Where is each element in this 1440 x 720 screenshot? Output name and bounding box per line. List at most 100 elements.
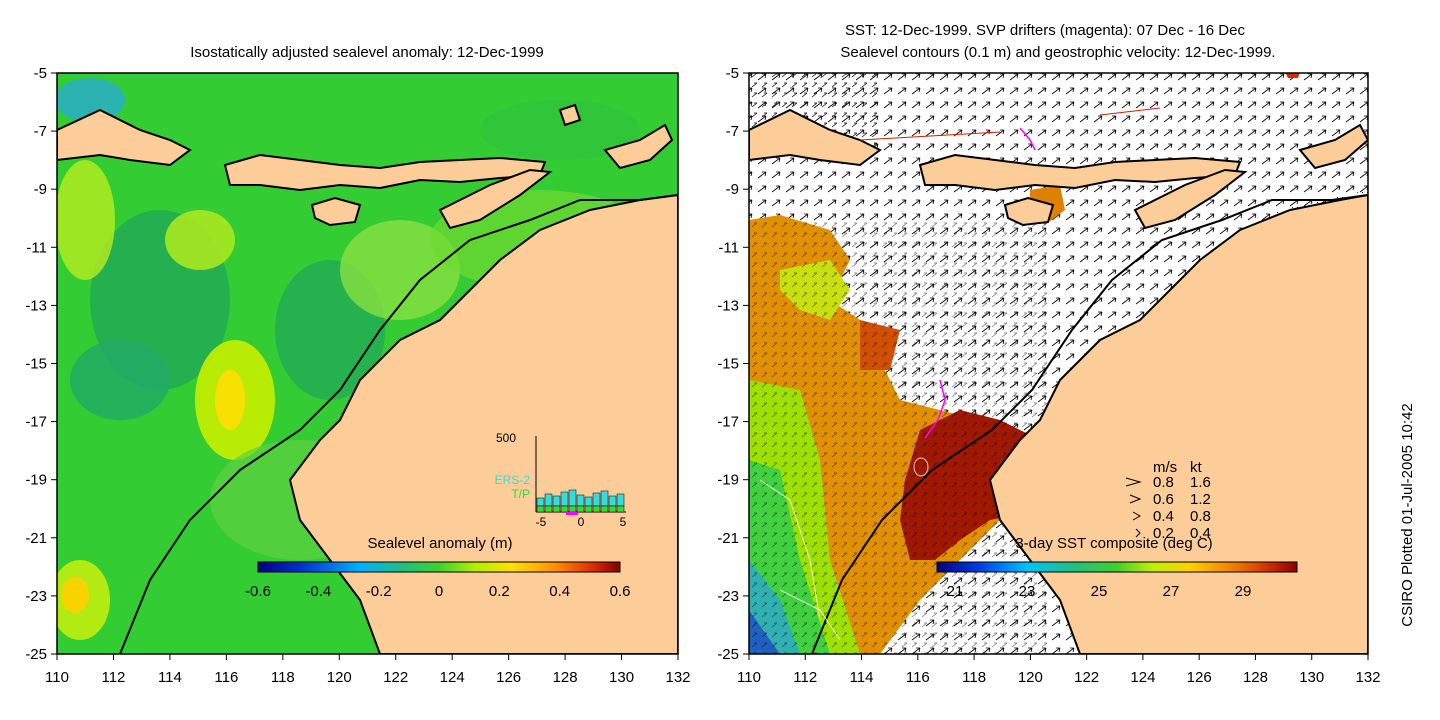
velocity-legend-arrow — [1135, 528, 1141, 538]
lon-tick-label: 130 — [1299, 669, 1324, 686]
velocity-legend-header-kt: kt — [1190, 459, 1203, 476]
inset-bar-ers2 — [600, 490, 609, 507]
inset-bar-tp — [576, 505, 585, 513]
right-colorbar — [936, 561, 1298, 573]
lon-tick-label: 122 — [1074, 669, 1099, 686]
lon-tick-label: 120 — [327, 669, 352, 686]
right-map — [749, 73, 1368, 654]
lon-tick-label: 126 — [496, 669, 521, 686]
right-colorbar-label: 3-day SST composite (deg C) — [1015, 535, 1212, 552]
velocity-legend-ms: 0.2 — [1153, 525, 1174, 542]
left-map — [57, 73, 678, 654]
colorbar-tick-label: 27 — [1163, 583, 1180, 600]
inset-max-label: 500 — [496, 431, 516, 445]
colorbar-tick-label: 25 — [1091, 583, 1108, 600]
velocity-overlay — [749, 220, 1049, 654]
velocity-legend-kt: 0.8 — [1190, 508, 1211, 525]
left-lat-axis: -5 -7 -9 -11 -13 -15 -17 -19 -21 -23 -25 — [25, 65, 57, 663]
lat-tick-label: -25 — [25, 646, 47, 663]
lat-tick-label: -17 — [25, 414, 47, 431]
right-panel-title-line1: SST: 12-Dec-1999. SVP drifters (magenta)… — [845, 22, 1245, 39]
velocity-legend: m/s kt 0.8 1.60.6 1.20.4 0.80.2 0.4 — [1125, 459, 1211, 542]
lat-tick-label: -11 — [26, 239, 47, 256]
colorbar-tick-label: -0.6 — [245, 583, 271, 600]
lon-tick-label: 128 — [553, 669, 578, 686]
colorbar-tick-label: 29 — [1235, 583, 1252, 600]
inset-legend-tp: T/P — [511, 487, 530, 501]
left-colorbar-label: Sealevel anomaly (m) — [367, 535, 512, 552]
inset-bar-tp — [552, 505, 561, 513]
inset-bar-ers2 — [576, 494, 585, 507]
inset-bar-tp — [592, 505, 601, 513]
right-shelf-contour — [811, 194, 1368, 654]
right-panel-title-line2: Sealevel contours (0.1 m) and geostrophi… — [840, 44, 1275, 61]
colorbar-tick-label: -0.2 — [366, 583, 392, 600]
lat-tick-label: -15 — [25, 356, 47, 373]
right-colorbar-ticks: 21 23 25 27 29 — [947, 583, 1252, 600]
lat-tick-label: -25 — [717, 646, 739, 663]
left-panel-title: Isostatically adjusted sealevel anomaly:… — [190, 44, 544, 61]
left-shelf-contour — [119, 194, 678, 654]
inset-x-ticks: -5 0 5 — [536, 515, 627, 529]
inset-bars — [536, 489, 625, 513]
lat-tick-label: -19 — [25, 472, 47, 489]
lon-tick-label: 110 — [45, 669, 69, 686]
lon-tick-label: 124 — [1130, 669, 1155, 686]
lon-tick-label: 120 — [1018, 669, 1043, 686]
lat-tick-label: -21 — [717, 530, 739, 547]
inset-x-tick-label: -5 — [536, 515, 547, 529]
velocity-legend-header-ms: m/s — [1153, 459, 1177, 476]
lat-tick-label: -23 — [25, 588, 47, 605]
velocity-legend-arrow — [1132, 511, 1142, 521]
inset-bar-ers2 — [560, 491, 569, 507]
lat-tick-label: -7 — [726, 123, 739, 140]
lat-tick-label: -19 — [717, 472, 739, 489]
lon-tick-label: 114 — [158, 669, 182, 686]
colorbar-tick-label: 0 — [435, 583, 443, 600]
colorbar-tick-label: 21 — [947, 583, 964, 600]
lat-tick-label: -5 — [34, 65, 47, 82]
right-lon-axis: 110 112 114 116 118 120 122 124 126 128 130 132 — [737, 654, 1381, 686]
colorbar-tick-label: 23 — [1019, 583, 1036, 600]
inset-bar-tp — [536, 505, 545, 513]
svp-drifter-tracks — [924, 127, 1036, 439]
inset-bar-tp — [560, 505, 569, 513]
lat-tick-label: -15 — [717, 356, 739, 373]
velocity-legend-kt: 0.4 — [1190, 525, 1211, 542]
inset-bar-ers2 — [536, 497, 545, 507]
sealevel-contours — [759, 457, 929, 641]
lon-tick-label: 128 — [1243, 669, 1268, 686]
left-lon-axis: 110 112 114 116 118 120 122 124 126 128 130 132 — [45, 654, 691, 686]
inset-x-tick-label: 0 — [578, 515, 585, 529]
inset-histogram: 500 ERS-2 T/P -5 0 5 — [495, 431, 627, 529]
lat-tick-label: -13 — [717, 297, 739, 314]
colorbar-tick-label: -0.4 — [305, 583, 331, 600]
left-colorbar — [257, 561, 621, 573]
right-land — [749, 108, 1368, 654]
lat-tick-label: -9 — [34, 181, 47, 198]
lat-tick-label: -11 — [718, 239, 739, 256]
lon-tick-label: 118 — [271, 669, 295, 686]
lon-tick-label: 116 — [214, 669, 238, 686]
lon-tick-label: 110 — [737, 669, 761, 686]
lat-tick-label: -5 — [726, 65, 739, 82]
inset-bar-tp — [544, 505, 553, 513]
lon-tick-label: 126 — [1187, 669, 1212, 686]
inset-marker — [566, 512, 578, 515]
inset-bar-tp — [584, 505, 593, 513]
velocity-legend-rows: 0.8 1.60.6 1.20.4 0.80.2 0.4 — [1125, 474, 1211, 542]
inset-bar-ers2 — [568, 489, 577, 507]
lat-tick-label: -17 — [717, 414, 739, 431]
lon-tick-label: 114 — [850, 669, 874, 686]
lon-tick-label: 116 — [906, 669, 930, 686]
inset-bar-tp — [568, 505, 577, 513]
velocity-legend-kt: 1.6 — [1190, 474, 1211, 491]
inset-bar-ers2 — [584, 496, 593, 507]
velocity-legend-ms: 0.6 — [1153, 491, 1174, 508]
lat-tick-label: -9 — [726, 181, 739, 198]
inset-bar-ers2 — [608, 495, 617, 507]
right-lat-axis: -5 -7 -9 -11 -13 -15 -17 -19 -21 -23 -25 — [717, 65, 749, 663]
lat-tick-label: -7 — [34, 123, 47, 140]
inset-bar-tp — [616, 505, 625, 513]
